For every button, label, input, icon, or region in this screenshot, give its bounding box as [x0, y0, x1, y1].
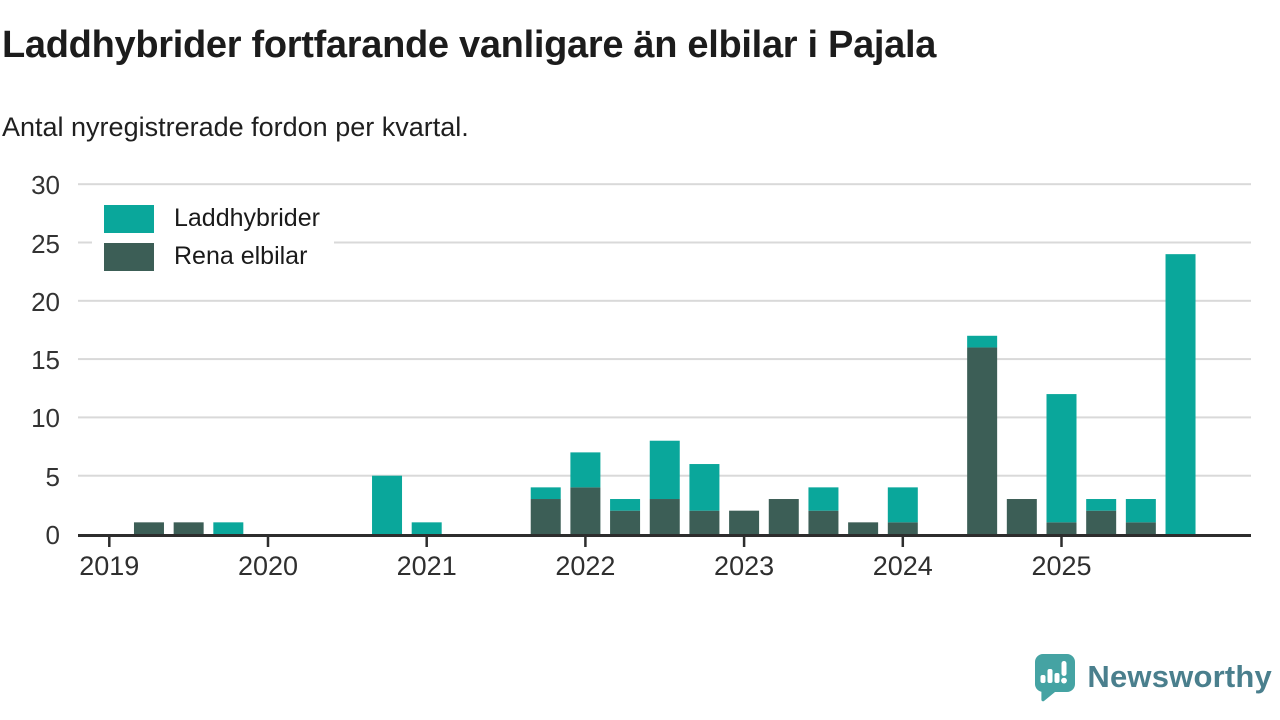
bar-2023q4-rena-elbilar — [848, 522, 879, 534]
bar-2024q3-rena-elbilar — [967, 347, 998, 534]
bar-2025q1-laddhybrider — [1046, 394, 1077, 523]
y-axis-label-15: 15 — [31, 345, 60, 376]
logo-exclamation-stem — [1061, 661, 1067, 676]
bar-2022q1-laddhybrider — [570, 452, 601, 488]
bar-2025q2-laddhybrider — [1086, 499, 1117, 511]
x-tick-2025 — [1060, 537, 1063, 547]
bar-2024q3-laddhybrider — [967, 335, 998, 348]
x-axis-label-2025: 2025 — [1031, 551, 1092, 581]
bar-2022q1-rena-elbilar — [570, 487, 601, 534]
x-axis-label-2024: 2024 — [872, 551, 933, 581]
x-tick-2020 — [266, 537, 270, 547]
x-tick-2023 — [742, 537, 746, 547]
x-axis-label-2023: 2023 — [714, 551, 775, 581]
legend-item-laddhybrider: Laddhybrider — [104, 204, 320, 233]
bar-2022q3-laddhybrider — [649, 440, 680, 500]
bar-2024q1-laddhybrider — [887, 487, 918, 523]
bar-2022q3-rena-elbilar — [649, 499, 680, 534]
bar-2021q4-laddhybrider — [530, 487, 561, 500]
x-axis-label-2021: 2021 — [396, 551, 457, 581]
x-axis-label-2022: 2022 — [555, 551, 616, 581]
y-axis-label-0: 0 — [45, 520, 60, 550]
bar-2023q2-rena-elbilar — [768, 499, 799, 534]
bar-2021q1-laddhybrider — [411, 522, 442, 534]
y-axis-label-10: 10 — [31, 403, 60, 434]
bar-2022q4-laddhybrider — [689, 464, 720, 511]
bar-2025q1-rena-elbilar — [1046, 522, 1077, 534]
bar-2025q3-laddhybrider — [1125, 499, 1156, 523]
x-axis-label-2020: 2020 — [237, 551, 299, 581]
gridline-y-30 — [78, 183, 1251, 186]
bar-2023q3-rena-elbilar — [808, 510, 839, 534]
bar-2019q3-rena-elbilar — [173, 522, 204, 534]
bar-2022q2-rena-elbilar — [610, 510, 641, 534]
gridline-y-25 — [78, 241, 1251, 244]
gridline-y-10 — [78, 416, 1251, 419]
bar-2025q2-rena-elbilar — [1086, 510, 1117, 534]
bar-2020q4-laddhybrider — [372, 475, 403, 534]
y-axis-label-25: 25 — [31, 228, 60, 259]
newsworthy-speech-bubble-chart-icon — [1035, 654, 1076, 702]
legend-label: Rena elbilar — [174, 242, 308, 270]
y-axis-label-20: 20 — [31, 286, 60, 317]
x-tick-2021 — [425, 537, 428, 547]
bar-2019q2-rena-elbilar — [133, 522, 164, 534]
chart-subtitle: Antal nyregistrerade fordon per kvartal. — [2, 112, 469, 142]
legend-label: Laddhybrider — [174, 204, 320, 232]
y-axis-label-5: 5 — [45, 461, 60, 492]
x-tick-2022 — [584, 537, 587, 547]
y-axis-label-30: 30 — [31, 170, 60, 201]
newsworthy-brand: Newsworthy — [1031, 652, 1272, 702]
logo-exclamation-dot — [1061, 677, 1068, 684]
gridline-y-20 — [78, 299, 1251, 302]
bar-2021q4-rena-elbilar — [530, 499, 561, 534]
brand-name: Newsworthy — [1087, 659, 1272, 694]
chart-legend: Laddhybrider Rena elbilar — [92, 198, 334, 277]
bar-2025q3-rena-elbilar — [1125, 522, 1156, 534]
bar-2023q1-rena-elbilar — [729, 510, 760, 534]
x-axis-label-2019: 2019 — [79, 551, 140, 581]
legend-swatch-laddhybrider — [104, 204, 154, 233]
legend-swatch-rena-elbilar — [104, 242, 154, 271]
x-tick-2024 — [901, 537, 905, 547]
bar-2019q4-laddhybrider — [213, 522, 244, 534]
chart-title: Laddhybrider fortfarande vanligare än el… — [2, 24, 937, 66]
logo-chart-bars — [1040, 661, 1068, 684]
bar-2024q4-rena-elbilar — [1006, 499, 1037, 534]
gridline-y-15 — [78, 358, 1251, 361]
bar-2022q4-rena-elbilar — [689, 510, 720, 534]
bar-2022q2-laddhybrider — [610, 499, 641, 511]
bar-2025q4-laddhybrider — [1165, 254, 1196, 534]
legend-item-rena-elbilar: Rena elbilar — [104, 242, 320, 271]
bar-2024q1-rena-elbilar — [887, 522, 918, 534]
bar-2023q3-laddhybrider — [808, 487, 839, 511]
x-axis-line — [78, 534, 1251, 537]
x-tick-2019 — [108, 537, 111, 547]
